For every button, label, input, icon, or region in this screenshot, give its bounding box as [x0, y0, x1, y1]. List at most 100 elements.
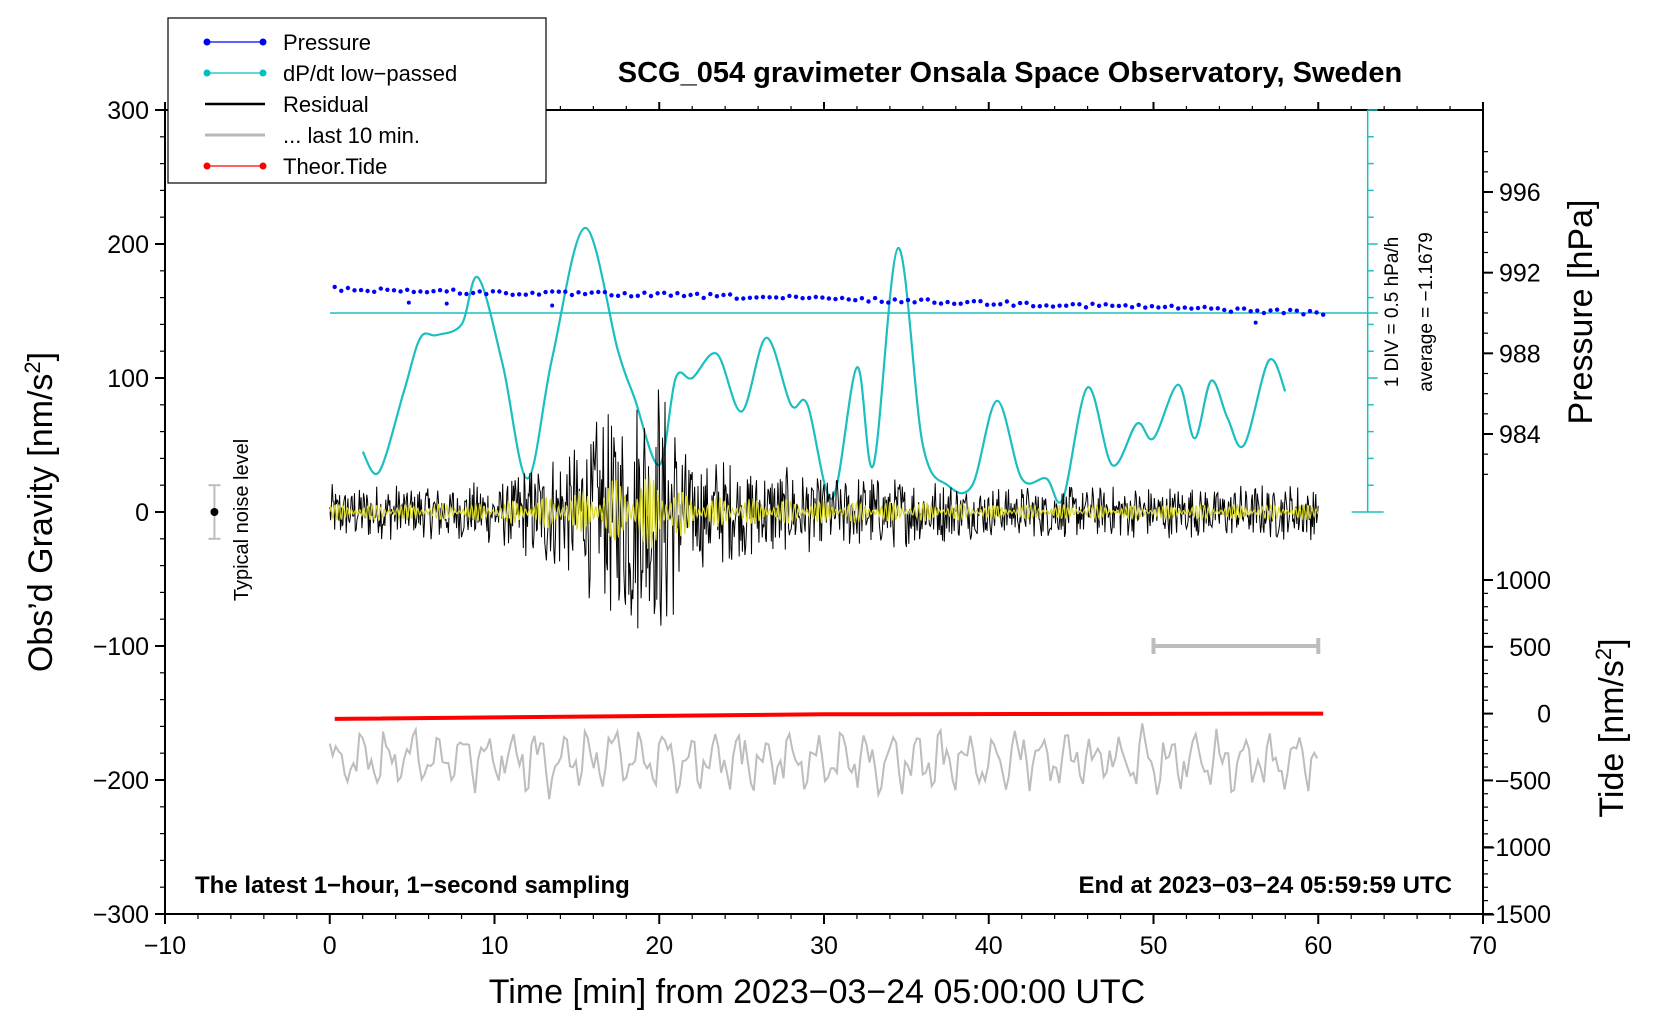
pressure-point	[899, 300, 904, 305]
residual-lowpass-line	[329, 475, 1319, 549]
pressure-point	[411, 289, 416, 295]
x-tick-label: 0	[323, 932, 337, 960]
pressure-point	[530, 290, 535, 295]
legend-label: Theor.Tide	[283, 154, 387, 179]
pressure-point	[332, 284, 337, 290]
pressure-point	[879, 299, 884, 304]
pressure-point	[859, 296, 865, 301]
pressure-point	[569, 292, 575, 298]
pressure-point	[727, 292, 733, 297]
pressure-point	[1103, 302, 1108, 307]
pressure-point	[919, 297, 924, 302]
pressure-point	[1050, 304, 1056, 309]
legend-marker	[203, 69, 211, 77]
pressure-outlier	[406, 300, 411, 305]
pressure-point	[853, 298, 858, 303]
pressure-point	[721, 292, 726, 298]
pressure-point	[477, 289, 482, 294]
pressure-point	[596, 289, 601, 295]
pressure-point	[398, 289, 403, 294]
tide-tick-label: −1000	[1481, 834, 1551, 862]
pressure-point	[688, 292, 693, 298]
pressure-point	[437, 288, 443, 293]
pressure-point	[807, 295, 812, 301]
pressure-point	[622, 291, 627, 296]
pressure-tick-label: 992	[1499, 260, 1541, 288]
pressure-point	[615, 293, 621, 298]
pressure-tick-label: 984	[1499, 421, 1541, 449]
pressure-point	[444, 289, 449, 294]
pressure-point	[418, 289, 423, 294]
legend-marker	[203, 38, 211, 46]
pressure-point	[550, 289, 555, 294]
x-tick-label: 10	[481, 932, 509, 960]
pressure-point	[655, 291, 660, 296]
pressure-point	[1255, 308, 1260, 313]
pressure-point	[470, 290, 476, 296]
y-axis-label-main: Obs’d Gravity [nm/s	[22, 374, 60, 673]
tide-label-sup: 2	[1591, 648, 1616, 660]
pressure-point	[609, 293, 614, 298]
pressure-point	[741, 296, 746, 301]
pressure-point	[932, 300, 937, 305]
pressure-point	[464, 291, 469, 297]
pressure-point	[971, 299, 977, 304]
dpdt-scale-axis	[1351, 109, 1384, 513]
pressure-point	[1057, 303, 1062, 308]
legend-label: dP/dt low−passed	[283, 61, 457, 86]
pressure-point	[965, 299, 970, 305]
pressure-point	[372, 289, 377, 294]
pressure-point	[1215, 306, 1221, 311]
legend: Pressure dP/dt low−passed Residual ... last…	[167, 17, 547, 184]
legend-marker	[259, 162, 267, 170]
pressure-point	[1301, 312, 1306, 317]
pressure-point	[708, 291, 713, 297]
pressure-point	[1096, 303, 1102, 308]
pressure-point	[780, 296, 785, 301]
noise-point	[210, 508, 219, 516]
pressure-point	[1228, 309, 1234, 314]
pressure-point	[1209, 306, 1214, 311]
pressure-point	[358, 287, 364, 293]
pressure-point	[662, 290, 667, 295]
chart-title: SCG_054 gravimeter Onsala Space Observat…	[618, 57, 1402, 89]
pressure-point	[978, 299, 983, 304]
pressure-point	[523, 292, 528, 297]
y-axis-label-close: ]	[22, 352, 60, 361]
x-tick-label: 30	[810, 932, 838, 960]
pressure-point	[1004, 299, 1010, 304]
pressure-point	[912, 300, 917, 305]
pressure-point	[754, 295, 759, 300]
y-tick-label: 100	[107, 365, 149, 393]
tide-tick-label: −500	[1495, 767, 1551, 795]
legend-box	[167, 17, 547, 184]
pressure-point	[352, 288, 357, 293]
y-axis-left: 300 200 100 0 −100 −200 −300	[93, 97, 165, 929]
pressure-point	[1261, 310, 1267, 316]
y-axis-tide: 1000 500 0 −500 −1000 −1500	[1481, 567, 1551, 929]
x-tick-label: 40	[975, 932, 1003, 960]
pressure-point	[701, 295, 706, 301]
y-axis-label-tide: Tide [nm/s2]	[1591, 638, 1631, 817]
pressure-point	[424, 290, 430, 295]
pressure-point	[872, 295, 878, 301]
last10-scale-bar	[1151, 638, 1321, 654]
residual-series-line	[329, 389, 1319, 629]
pressure-point	[457, 291, 463, 296]
dpdt-average-label: average = −1.1679	[1416, 232, 1437, 392]
pressure-point	[668, 293, 673, 298]
pressure-point	[1123, 303, 1128, 308]
pressure-outlier	[1253, 320, 1258, 325]
legend-label: ... last 10 min.	[283, 123, 420, 148]
pressure-point	[1136, 302, 1141, 308]
pressure-point	[1044, 303, 1049, 308]
pressure-point	[1110, 303, 1115, 308]
pressure-point	[1182, 305, 1188, 310]
y-tick-label: −200	[93, 767, 149, 795]
pressure-outlier	[550, 303, 555, 308]
pressure-tick-label: 996	[1499, 179, 1541, 207]
pressure-point	[1011, 303, 1016, 308]
pressure-point	[945, 299, 950, 305]
pressure-point	[517, 292, 522, 297]
